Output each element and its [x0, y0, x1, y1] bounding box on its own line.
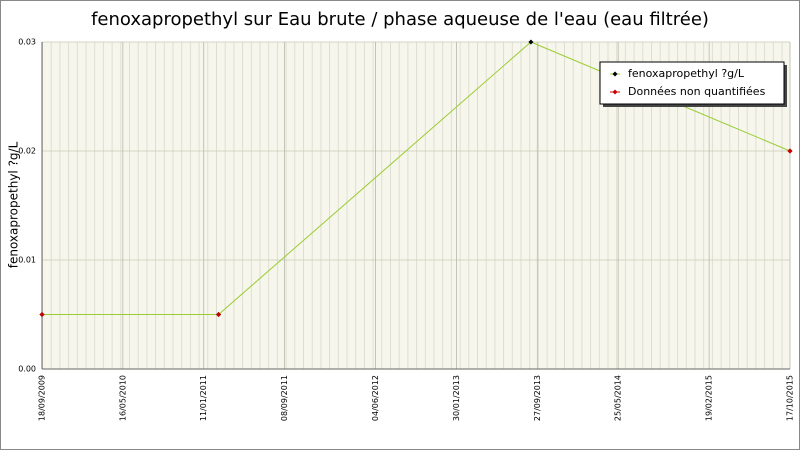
legend — [599, 61, 785, 105]
y-tick-label: 0.02 — [18, 147, 36, 156]
point — [39, 312, 45, 317]
x-tick-label: 19/02/2015 — [705, 375, 714, 421]
y-tick-label: 0.01 — [18, 256, 36, 265]
x-tick-label: 17/10/2015 — [786, 375, 795, 421]
y-tick-label: 0.00 — [18, 365, 36, 374]
legend-marker — [612, 71, 618, 77]
x-tick-label: 27/09/2013 — [533, 375, 542, 421]
x-tick-label: 08/09/2011 — [280, 375, 289, 421]
x-tick-label: 11/01/2011 — [199, 375, 208, 421]
chart-title: fenoxapropethyl sur Eau brute / phase aq… — [91, 9, 709, 30]
legend-marker — [612, 89, 618, 95]
point — [787, 148, 793, 154]
y-axis-label: fenoxapropethyl ?g/L — [7, 141, 21, 268]
x-tick-label: 04/06/2012 — [371, 375, 380, 421]
y-tick-label: 0.03 — [18, 38, 36, 47]
x-tick-label: 25/05/2014 — [614, 375, 623, 421]
point — [528, 39, 534, 45]
point — [216, 312, 222, 317]
legend-label: fenoxapropethyl ?g/L — [628, 67, 745, 80]
x-tick-label: 18/09/2009 — [38, 375, 47, 421]
x-tick-label: 30/01/2013 — [452, 375, 461, 421]
legend-label: Données non quantifiées — [628, 85, 766, 98]
x-tick-label: 16/05/2010 — [118, 375, 127, 421]
